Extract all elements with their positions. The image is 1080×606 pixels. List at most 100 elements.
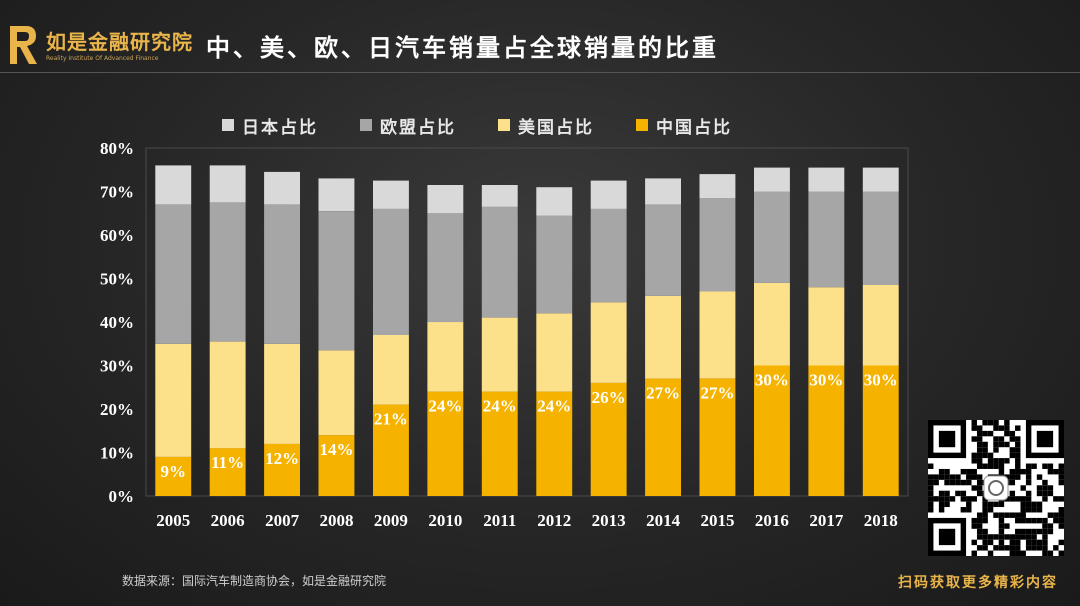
logo-r-icon	[10, 26, 37, 64]
bar-segment	[427, 391, 464, 496]
bar-segment	[808, 191, 845, 288]
bar-segment	[209, 202, 246, 342]
bar-segment	[481, 317, 518, 392]
bar-segment	[536, 313, 573, 392]
data-label: 30%	[755, 371, 789, 390]
data-label: 9%	[160, 462, 186, 481]
bar-segment	[155, 456, 192, 496]
y-tick-label: 20%	[100, 400, 134, 419]
bar-segment	[699, 378, 736, 496]
legend-swatch-china	[636, 119, 648, 131]
bar-segment	[645, 178, 681, 205]
bar-segment	[862, 365, 899, 496]
bar-segment	[481, 391, 518, 496]
legend-label-eu: 欧盟占比	[380, 117, 456, 138]
y-tick-label: 70%	[100, 183, 134, 202]
bar-segment	[754, 365, 790, 496]
data-label: 11%	[211, 453, 244, 472]
data-label: 14%	[320, 440, 354, 459]
bar-segment	[590, 208, 627, 303]
logo-name-en: Reality Institute Of Advanced Finance	[46, 55, 159, 62]
bar-segment	[373, 404, 409, 496]
bars: 9% 11% 12% 14% 21% 24% 24% 24% 26% 27% 27% 30% 30% 30…	[155, 165, 899, 496]
x-tick-label: 2017	[809, 511, 844, 530]
data-source-note: 数据来源：国际汽车制造商协会，如是金融研究院	[122, 574, 387, 588]
bar-segment	[373, 208, 409, 335]
bar-segment	[862, 285, 899, 366]
data-label: 24%	[483, 397, 517, 416]
bar-segment	[427, 185, 464, 214]
legend-swatch-japan	[222, 119, 234, 131]
x-tick-label: 2007	[265, 511, 300, 530]
bar-segment	[264, 343, 300, 444]
bar-segment	[699, 291, 736, 379]
x-tick-label: 2010	[428, 511, 462, 530]
bar-segment	[318, 350, 355, 436]
bar-segment	[264, 443, 300, 496]
x-tick-label: 2018	[864, 511, 898, 530]
x-tick-label: 2011	[483, 511, 516, 530]
bar-segment	[808, 365, 845, 496]
qr-cta-text: 扫码获取更多精彩内容	[898, 575, 1058, 591]
x-tick-label: 2012	[537, 511, 571, 530]
bar-segment	[754, 167, 790, 192]
x-tick-label: 2016	[755, 511, 789, 530]
bar-segment	[862, 191, 899, 285]
y-tick-label: 50%	[100, 270, 134, 289]
legend-item-japan: 日本占比	[222, 113, 318, 138]
bar-segment	[536, 215, 573, 314]
legend-label-japan: 日本占比	[242, 117, 318, 138]
bar-segment	[754, 191, 790, 283]
x-tick-label: 2013	[592, 511, 626, 530]
bar-segment	[373, 335, 409, 405]
bar-segment	[808, 287, 845, 366]
y-tick-label: 60%	[100, 226, 134, 245]
legend-item-eu: 欧盟占比	[360, 113, 456, 138]
bar-segment	[427, 213, 464, 323]
bar-segment	[481, 206, 518, 318]
legend-item-us: 美国占比	[498, 113, 594, 138]
y-tick-label: 10%	[100, 444, 134, 463]
data-label: 27%	[646, 384, 680, 403]
logo-name-cn: 如是金融研究院	[46, 30, 193, 54]
data-label: 24%	[428, 397, 462, 416]
data-label: 21%	[374, 410, 408, 429]
y-tick-label: 80%	[100, 139, 134, 158]
bar-segment	[590, 180, 627, 209]
legend-item-china: 中国占比	[636, 113, 732, 138]
x-tick-label: 2015	[701, 511, 735, 530]
bar-segment	[754, 282, 790, 366]
legend-label-china: 中国占比	[656, 117, 732, 138]
bar-segment	[209, 448, 246, 496]
bar-segment	[645, 204, 681, 296]
x-tick-label: 2008	[320, 511, 354, 530]
bar-segment	[590, 302, 627, 383]
bar-segment	[318, 211, 355, 351]
bar-segment	[645, 295, 681, 379]
bar-segment	[536, 391, 573, 496]
bar-segment	[699, 198, 736, 292]
y-axis: 0% 10% 20% 30% 40% 50% 60% 70% 80%	[100, 139, 134, 506]
logo: 如是金融研究院 Reality Institute Of Advanced Fi…	[6, 22, 206, 70]
bar-segment	[862, 167, 899, 192]
bar-segment	[264, 171, 300, 205]
plot-area-frame	[145, 147, 909, 497]
data-label: 26%	[592, 388, 626, 407]
bar-segment	[645, 378, 681, 496]
bar-segment	[808, 167, 845, 192]
legend-label-us: 美国占比	[518, 117, 594, 138]
y-tick-label: 40%	[100, 313, 134, 332]
x-axis: 2005 2006 2007 2008 2009 2010 2011 2012 2013 2014…	[156, 511, 898, 530]
bar-segment	[699, 174, 736, 198]
y-tick-label: 0%	[109, 487, 135, 506]
bar-segment	[209, 165, 246, 203]
data-label: 30%	[809, 371, 843, 390]
bar-segment	[373, 180, 409, 209]
data-label: 12%	[265, 449, 299, 468]
bar-segment	[318, 178, 355, 211]
x-tick-label: 2006	[211, 511, 245, 530]
bar-segment	[318, 435, 355, 496]
y-tick-label: 30%	[100, 357, 134, 376]
chart-legend: 日本占比 欧盟占比 美国占比 中国占比	[222, 112, 732, 138]
qr-code-icon	[928, 420, 1064, 556]
